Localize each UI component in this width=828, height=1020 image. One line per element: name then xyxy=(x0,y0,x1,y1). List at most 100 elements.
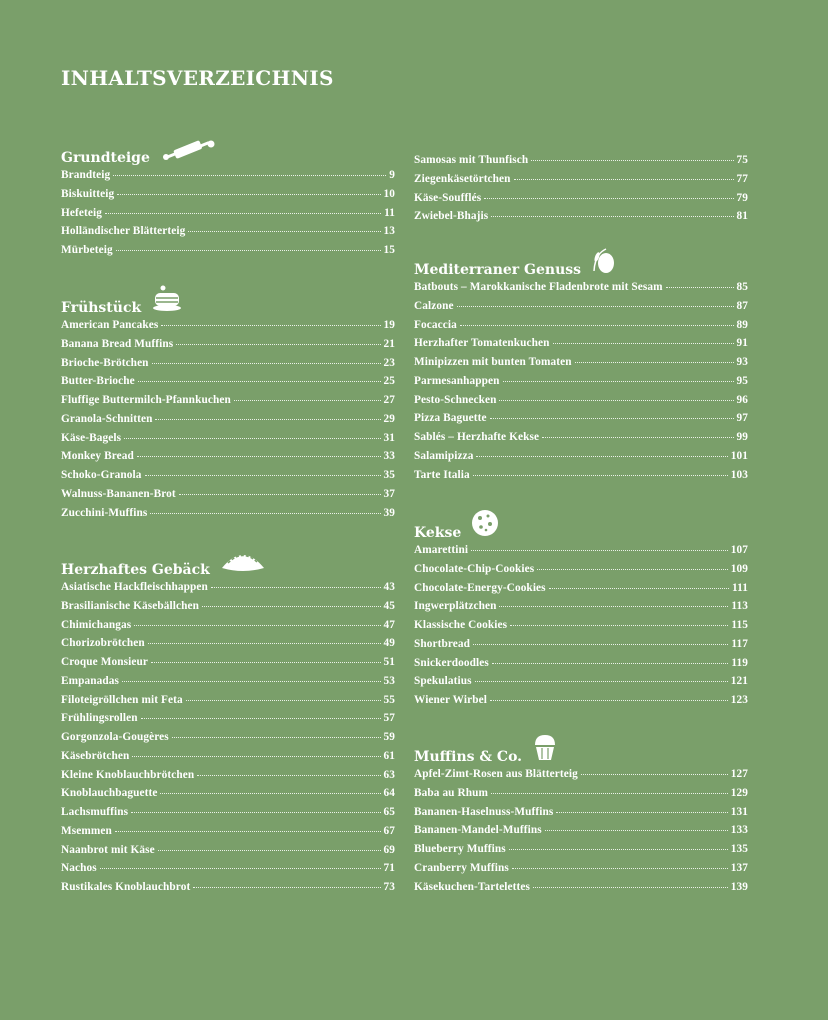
toc-entry[interactable]: American Pancakes 19 xyxy=(61,319,395,338)
dot-leader xyxy=(552,343,734,345)
toc-entry[interactable]: Wiener Wirbel 123 xyxy=(414,694,748,713)
toc-entry[interactable]: Cranberry Muffins 137 xyxy=(414,862,748,881)
toc-entry[interactable]: Käse-Bagels 31 xyxy=(61,432,395,451)
dot-leader xyxy=(201,605,381,607)
dot-leader xyxy=(136,456,381,458)
page-number: 64 xyxy=(383,787,395,800)
toc-entry[interactable]: Sablés – Herzhafte Kekse 99 xyxy=(414,431,748,450)
page-number: 25 xyxy=(383,375,395,388)
toc-entry[interactable]: Frühlingsrollen 57 xyxy=(61,712,395,731)
dot-leader xyxy=(99,868,381,870)
toc-entry[interactable]: Spekulatius 121 xyxy=(414,675,748,694)
toc-entry[interactable]: Brandteig 9 xyxy=(61,169,395,188)
toc-entry[interactable]: Bananen-Haselnuss-Muffins 131 xyxy=(414,806,748,825)
toc-entry[interactable]: Holländischer Blätterteig 13 xyxy=(61,225,395,244)
toc-entry[interactable]: Ingwerplätzchen 113 xyxy=(414,600,748,619)
page-number: 37 xyxy=(383,487,395,500)
page-number: 127 xyxy=(730,768,748,780)
toc-entry[interactable]: Mürbeteig 15 xyxy=(61,244,395,263)
dot-leader xyxy=(665,287,734,288)
section-heading: Muffins & Co. xyxy=(414,749,523,765)
page-number: 107 xyxy=(730,544,748,556)
toc-entry[interactable]: Msemmen 67 xyxy=(61,825,395,844)
toc-entry[interactable]: Pizza Baguette 97 xyxy=(414,412,748,431)
page-number: 73 xyxy=(383,881,395,893)
toc-entry[interactable]: Schoko-Granola 35 xyxy=(61,469,395,488)
toc-entry[interactable]: Hefeteig 11 xyxy=(61,207,395,226)
toc-entry[interactable]: Parmesanhappen 95 xyxy=(414,375,748,394)
page-number: 27 xyxy=(383,394,395,406)
toc-entry[interactable]: Zucchini-Muffins 39 xyxy=(61,507,395,526)
toc-entry[interactable]: Blueberry Muffins 135 xyxy=(414,843,748,862)
toc-entry[interactable]: Kleine Knoblauchbrötchen 63 xyxy=(61,769,395,788)
toc-entry[interactable]: Monkey Bread 33 xyxy=(61,450,395,469)
toc-entry[interactable]: Granola-Schnitten 29 xyxy=(61,413,395,432)
section-header: Muffins & Co. xyxy=(414,735,748,766)
toc-entry[interactable]: Apfel-Zimt-Rosen aus Blätterteig 127 xyxy=(414,768,748,787)
entry-title: Baba au Rhum xyxy=(414,786,489,799)
dot-leader xyxy=(115,250,381,251)
toc-entry[interactable]: Amarettini 107 xyxy=(414,544,748,563)
toc-entry[interactable]: Snickerdoodles 119 xyxy=(414,657,748,676)
toc-entry[interactable]: Gorgonzola-Gougères 59 xyxy=(61,731,395,750)
empanada-icon xyxy=(220,548,266,579)
toc-entry[interactable]: Käsebrötchen 61 xyxy=(61,750,395,769)
entry-title: Blueberry Muffins xyxy=(414,843,506,855)
toc-entry[interactable]: Bananen-Mandel-Muffins 133 xyxy=(414,824,748,843)
toc-entry[interactable]: Klassische Cookies 115 xyxy=(414,619,748,638)
toc-entry[interactable]: Focaccia 89 xyxy=(414,319,748,338)
toc-entry[interactable]: Pesto-Schnecken 96 xyxy=(414,394,748,413)
toc-entry[interactable]: Butter-Brioche 25 xyxy=(61,375,395,394)
dot-leader xyxy=(472,474,728,476)
toc-entry[interactable]: Lachsmuffins 65 xyxy=(61,806,395,825)
entry-title: Lachsmuffins xyxy=(61,806,129,818)
toc-entry[interactable]: Baba au Rhum 129 xyxy=(414,787,748,806)
toc-entry[interactable]: Chorizobrötchen 49 xyxy=(61,637,395,656)
toc-entry[interactable]: Naanbrot mit Käse 69 xyxy=(61,844,395,863)
dot-leader xyxy=(185,699,381,701)
page-number: 96 xyxy=(736,393,748,406)
toc-entry[interactable]: Brioche-Brötchen 23 xyxy=(61,357,395,376)
toc-entry[interactable]: Banana Bread Muffins 21 xyxy=(61,338,395,357)
toc-entry[interactable]: Fluffige Buttermilch-Pfannkuchen 27 xyxy=(61,394,395,413)
toc-entry[interactable]: Käse-Soufflés 79 xyxy=(414,192,748,211)
dot-leader xyxy=(132,755,381,757)
page-number: 121 xyxy=(730,675,748,688)
toc-entry[interactable]: Biskuitteig 10 xyxy=(61,188,395,207)
toc-entry[interactable]: Käsekuchen-Tartelettes 139 xyxy=(414,881,748,900)
toc-entry[interactable]: Chocolate-Chip-Cookies 109 xyxy=(414,563,748,582)
toc-entry[interactable]: Walnuss-Bananen-Brot 37 xyxy=(61,488,395,507)
entry-title: Amarettini xyxy=(414,544,469,556)
toc-entry[interactable]: Salamipizza 101 xyxy=(414,450,748,469)
toc-entry[interactable]: Zwiebel-Bhajis 81 xyxy=(414,210,748,229)
section-header: Frühstück xyxy=(61,285,395,317)
page-number: 119 xyxy=(731,656,748,669)
toc-entry[interactable]: Samosas mit Thunfisch 75 xyxy=(414,154,748,173)
toc-entry[interactable]: Chocolate-Energy-Cookies 111 xyxy=(414,582,748,601)
toc-entry[interactable]: Croque Monsieur 51 xyxy=(61,656,395,675)
olive-icon xyxy=(591,246,615,279)
toc-entry[interactable]: Nachos 71 xyxy=(61,862,395,881)
toc-entry[interactable]: Chimichangas 47 xyxy=(61,619,395,638)
entry-title: Salamipizza xyxy=(414,449,474,462)
toc-entry[interactable]: Filoteigröllchen mit Feta 55 xyxy=(61,694,395,713)
toc-entry[interactable]: Asiatische Hackfleischhappen 43 xyxy=(61,581,395,600)
section-header: Herzhaftes Gebäck xyxy=(61,554,395,579)
entry-title: Rustikales Knoblauchbrot xyxy=(61,881,191,893)
toc-entry[interactable]: Brasilianische Käsebällchen 45 xyxy=(61,600,395,619)
toc-entry[interactable]: Ziegenkäsetörtchen 77 xyxy=(414,173,748,192)
page-number: 55 xyxy=(383,693,395,706)
toc-entry[interactable]: Empanadas 53 xyxy=(61,675,395,694)
toc-entry[interactable]: Shortbread 117 xyxy=(414,638,748,657)
toc-entry[interactable]: Herzhafter Tomatenkuchen 91 xyxy=(414,337,748,356)
toc-entry[interactable]: Rustikales Knoblauchbrot 73 xyxy=(61,881,395,900)
toc-entry[interactable]: Tarte Italia 103 xyxy=(414,469,748,488)
toc-entry[interactable]: Knoblauchbaguette 64 xyxy=(61,787,395,806)
entry-title: Brioche-Brötchen xyxy=(61,356,149,369)
entry-title: Chocolate-Chip-Cookies xyxy=(414,562,535,575)
toc-entry[interactable]: Batbouts – Marokkanische Fladenbrote mit… xyxy=(414,281,748,300)
dot-leader xyxy=(499,606,729,608)
toc-entry[interactable]: Minipizzen mit bunten Tomaten 93 xyxy=(414,356,748,375)
dot-leader xyxy=(548,587,729,589)
toc-entry[interactable]: Calzone 87 xyxy=(414,300,748,319)
